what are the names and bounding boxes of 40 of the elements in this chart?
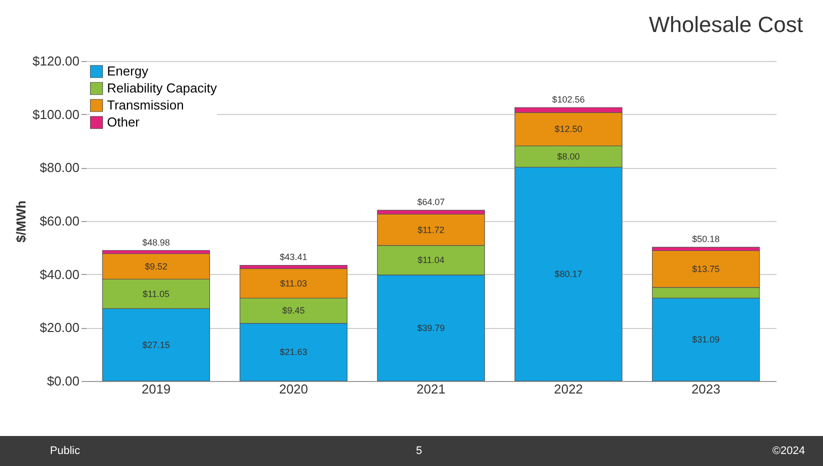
x-tick-label: 2022 [554,382,583,396]
x-tick-label: 2020 [279,382,308,396]
data-label: $9.52 [144,261,168,272]
data-label: $12.50 [554,124,582,134]
y-tick-label: $0.00 [46,374,80,388]
data-label: $11.04 [418,255,444,266]
data-label: $31.09 [692,334,720,345]
data-label: $39.79 [417,322,445,333]
y-tick-label: $40.00 [40,266,80,282]
text: 5 [416,445,422,457]
total-label: $48.98 [142,237,170,248]
data-label: $27.15 [142,340,170,350]
total-label: $64.07 [417,197,445,208]
legend-label: Transmission [107,98,184,112]
y-tick-label: $20.00 [40,320,80,336]
legend-label: Energy [107,64,149,78]
text: Public [50,445,80,457]
data-label: $8.00 [557,152,580,162]
y-tick-label: $80.00 [40,160,80,176]
data-label: $9.45 [282,306,305,316]
text: ©2024 [772,445,805,457]
data-label: $11.05 [142,288,170,299]
data-label: $13.75 [692,264,720,274]
y-axis-title: $/MWh [14,200,29,242]
data-label: $21.63 [280,347,308,358]
y-tick-label: $60.00 [40,214,80,228]
legend-label: Reliability Capacity [107,80,218,96]
x-tick-label: 2019 [142,382,171,396]
data-label: $11.72 [418,224,444,235]
total-label: $102.56 [552,94,585,105]
legend-label: Other [107,114,140,130]
x-tick-label: 2023 [691,382,720,396]
total-label: $50.18 [692,234,720,244]
data-label: $11.03 [280,278,307,288]
y-tick-label: $100.00 [32,106,80,122]
total-label: $43.41 [280,252,308,262]
x-tick-label: 2021 [416,382,446,396]
y-tick-label: $120.00 [32,54,80,68]
chart-title: Wholesale Cost [648,12,803,38]
data-label: $80.17 [554,269,582,280]
